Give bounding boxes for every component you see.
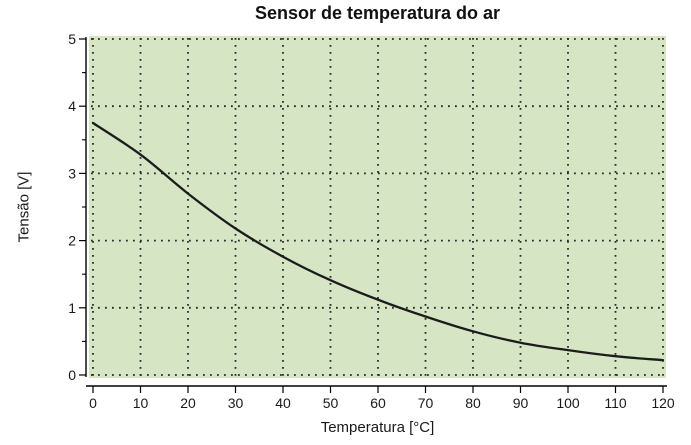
sensor-curve: [91, 121, 665, 362]
x-tick-label: 50: [323, 395, 339, 411]
x-tick-label: 20: [180, 395, 196, 411]
x-tick-label: 40: [275, 395, 291, 411]
x-tick-label: 70: [418, 395, 434, 411]
x-tick-label: 110: [604, 395, 627, 411]
y-tick-label: 5: [68, 31, 76, 47]
x-tick-label: 80: [465, 395, 481, 411]
x-tick-label: 10: [133, 395, 149, 411]
chart-title: Sensor de temperatura do ar: [254, 3, 501, 23]
y-tick-label: 0: [68, 367, 76, 383]
y-tick-label: 2: [68, 233, 76, 249]
x-tick-label: 60: [370, 395, 386, 411]
y-tick-label: 3: [68, 165, 76, 181]
x-tick-label: 120: [651, 395, 675, 411]
x-tick-label: 90: [513, 395, 529, 411]
x-tick-label: 30: [228, 395, 244, 411]
x-tick-label: 0: [89, 395, 97, 411]
y-tick-label: 1: [68, 300, 76, 316]
y-tick-label: 4: [68, 98, 76, 114]
x-axis-title: Temperatura [°C]: [320, 419, 435, 436]
x-tick-label: 100: [556, 395, 580, 411]
